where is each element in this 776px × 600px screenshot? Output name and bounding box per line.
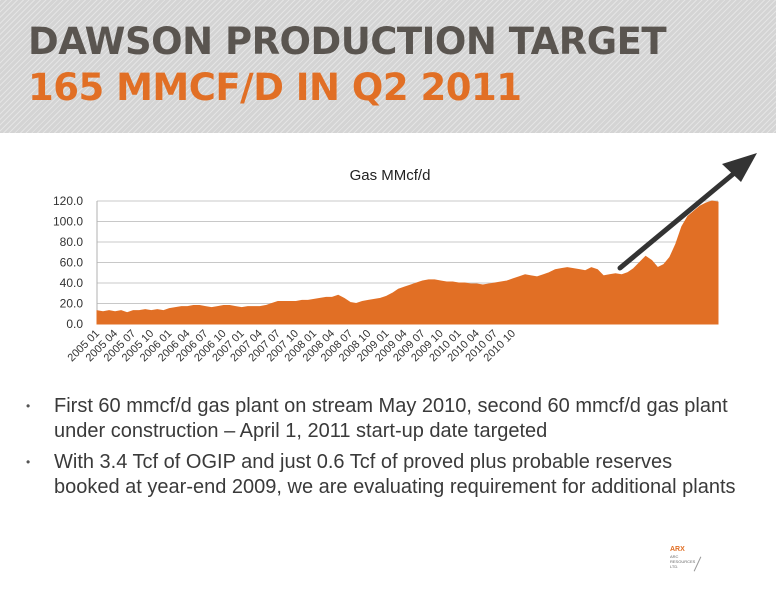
bullet-text: First 60 mmcf/d gas plant on stream May … — [54, 395, 728, 442]
chart-area: Gas MMcf/d 0.0 20.0 40.0 60.0 80.0 100.0 120.0… — [0, 148, 776, 388]
bullet-list: • First 60 mmcf/d gas plant on stream Ma… — [22, 394, 742, 506]
company-logo: ARX ARC RESOURCES LTD. — [670, 546, 710, 580]
slide-title-line1: DAWSON PRODUCTION TARGET — [28, 20, 667, 63]
slide-header: DAWSON PRODUCTION TARGET 165 MMCF/D IN Q… — [0, 0, 776, 133]
y-tick-label: 100.0 — [53, 215, 83, 229]
bullet-text: With 3.4 Tcf of OGIP and just 0.6 Tcf of… — [54, 451, 736, 498]
gas-production-area — [96, 200, 719, 325]
chart-title: Gas MMcf/d — [350, 167, 431, 184]
logo-text: ARC RESOURCES LTD. — [670, 554, 696, 569]
y-tick-label: 80.0 — [60, 235, 84, 249]
y-tick-label: 60.0 — [60, 256, 84, 270]
y-axis-tick-labels: 0.0 20.0 40.0 60.0 80.0 100.0 120.0 — [53, 194, 83, 331]
trend-arrow-head — [722, 153, 757, 182]
slide-title-line2: 165 MMCF/D IN Q2 2011 — [28, 66, 522, 109]
gas-production-chart: Gas MMcf/d 0.0 20.0 40.0 60.0 80.0 100.0 120.0… — [53, 153, 757, 365]
bullet-marker: • — [26, 455, 31, 469]
logo-mark: ARX — [670, 546, 685, 553]
trend-arrow-shaft — [617, 167, 741, 271]
bullet-item: • With 3.4 Tcf of OGIP and just 0.6 Tcf … — [22, 450, 742, 500]
gridlines — [96, 200, 718, 325]
y-tick-label: 120.0 — [53, 194, 83, 208]
bullet-item: • First 60 mmcf/d gas plant on stream Ma… — [22, 394, 742, 444]
y-tick-label: 20.0 — [60, 297, 84, 311]
y-tick-label: 40.0 — [60, 276, 84, 290]
series-area-layer — [96, 200, 719, 325]
trend-arrow-layer — [617, 153, 757, 271]
bullet-marker: • — [26, 399, 31, 413]
y-tick-label: 0.0 — [66, 317, 83, 331]
